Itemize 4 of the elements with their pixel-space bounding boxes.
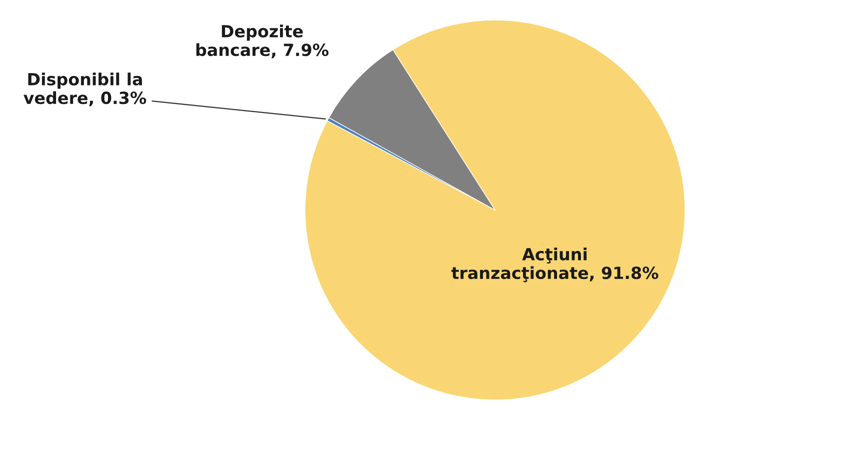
slice-label: Disponibil la vedere, 0.3% (24, 72, 146, 106)
slice-label: Acţiuni tranzacţionate, 91.8% (451, 248, 658, 282)
pie-slice (328, 49, 496, 210)
slice-label: Depozite bancare, 7.9% (196, 24, 328, 58)
